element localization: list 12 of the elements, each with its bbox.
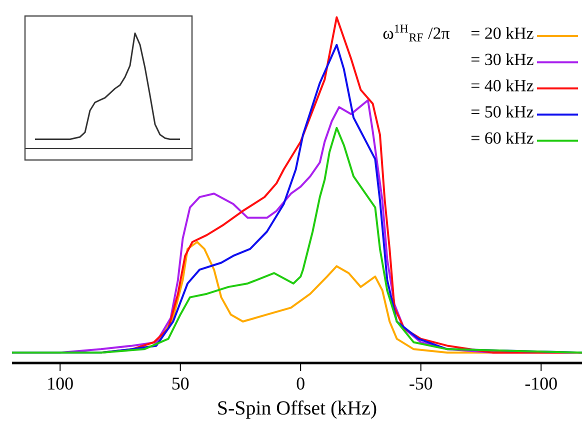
x-tick-label: 50 (172, 378, 189, 390)
x-tick-label: 0 (296, 378, 304, 390)
legend-label: = 50 kHz (471, 106, 534, 118)
x-tick-label: -100 (525, 378, 557, 390)
x-tick-label: -50 (410, 378, 432, 390)
x-tick-label: 100 (48, 378, 73, 390)
x-axis-title: S-Spin Offset (kHz) (218, 400, 376, 419)
legend-label: = 30 kHz (471, 53, 534, 66)
legend-title: ω$^{1H}$$_{RF}$ /2π (383, 24, 450, 42)
legend-label: = 60 kHz (471, 132, 534, 144)
legend-label: = 20 kHz (471, 27, 534, 39)
legend-label: = 40 kHz (471, 79, 534, 92)
